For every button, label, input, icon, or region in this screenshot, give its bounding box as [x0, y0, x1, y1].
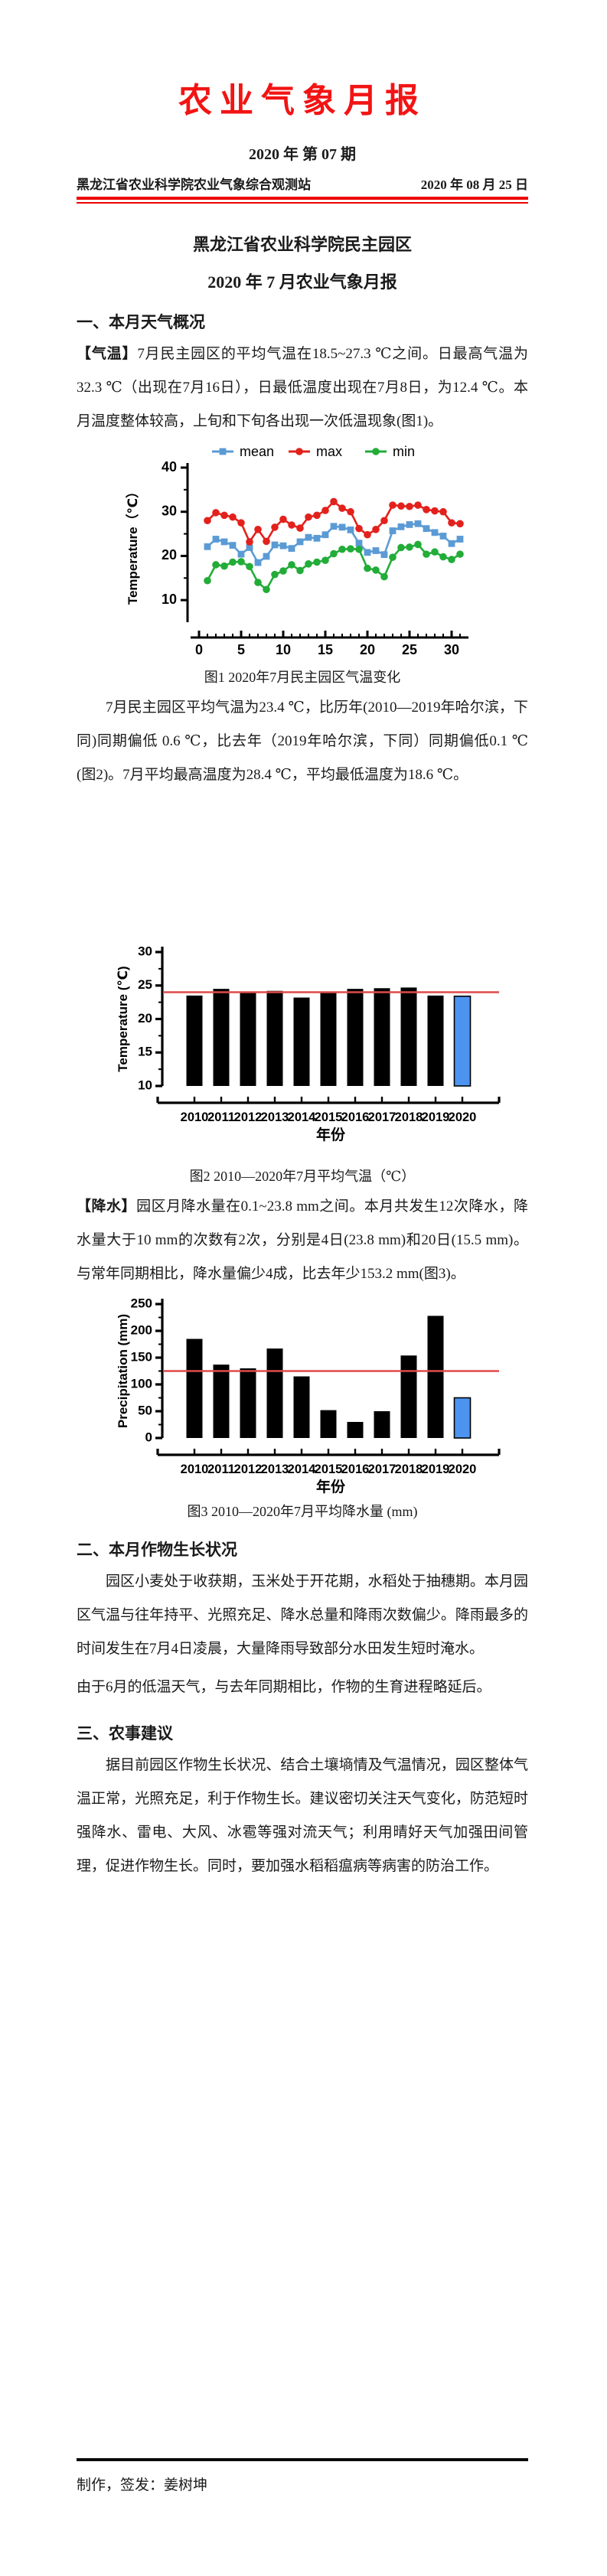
precipitation-text: 园区月降水量在0.1~23.8 mm之间。本月共发生12次降水，降水量大于10 …	[77, 1198, 528, 1282]
header-double-rule	[77, 197, 528, 204]
svg-text:2015: 2015	[315, 1462, 343, 1476]
svg-text:2017: 2017	[368, 1462, 397, 1476]
report-footer: 制作，签发：姜树坤	[77, 2458, 528, 2494]
svg-text:10: 10	[162, 592, 177, 607]
svg-text:mean: mean	[240, 444, 274, 459]
figure2-bar-chart: 10 15 20 25 30 Temperature (℃) 2010 2011 2012 201…	[55, 933, 528, 1144]
svg-text:2011: 2011	[207, 1110, 235, 1124]
svg-text:2019: 2019	[422, 1110, 450, 1124]
svg-text:5: 5	[237, 642, 245, 657]
section-2-heading: 二、本月作物生长状况	[77, 1541, 237, 1559]
svg-text:20: 20	[360, 642, 375, 657]
figure1-caption: 图1 2020年7月民主园区气温变化	[204, 670, 401, 685]
temperature-text: 7月民主园区的平均气温在18.5~27.3 ℃之间。日最高气温为32.3 ℃（出…	[77, 346, 528, 429]
footer-rule	[77, 2458, 528, 2461]
figure2-caption: 图2 2010—2020年7月平均气温（℃）	[189, 1169, 416, 1184]
svg-text:2016: 2016	[341, 1462, 370, 1476]
svg-text:年份: 年份	[316, 1126, 346, 1143]
svg-text:150: 150	[131, 1349, 152, 1364]
figure3-bar-chart: 0 50 100 150 200 250 Precipitation (mm) 2010 201…	[55, 1293, 528, 1496]
svg-text:30: 30	[138, 944, 152, 958]
svg-text:2015: 2015	[315, 1110, 343, 1124]
temperature-label: 【气温】	[77, 346, 138, 362]
svg-text:2010: 2010	[181, 1110, 209, 1124]
svg-text:100: 100	[131, 1376, 152, 1391]
section-1-heading: 一、本月天气概况	[77, 313, 205, 331]
svg-text:2013: 2013	[261, 1462, 289, 1476]
figure3-caption: 图3 2010—2020年7月平均降水量 (mm)	[187, 1504, 418, 1519]
svg-text:年份: 年份	[316, 1478, 346, 1495]
svg-text:20: 20	[138, 1011, 152, 1026]
precipitation-paragraph: 【降水】园区月降水量在0.1~23.8 mm之间。本月共发生12次降水，降水量大…	[77, 1190, 528, 1291]
figure1-line-chart: mean max min 10 20 30 40 Temperature（℃） 0 5 10 15 20…	[111, 440, 528, 664]
svg-text:15: 15	[318, 642, 333, 657]
svg-text:2019: 2019	[422, 1462, 450, 1476]
svg-text:25: 25	[138, 977, 152, 992]
issue-line: 2020 年 第 07 期	[249, 146, 356, 163]
svg-text:2011: 2011	[207, 1462, 235, 1476]
svg-text:2018: 2018	[395, 1110, 423, 1124]
masthead-title: 农业气象月报	[178, 82, 426, 119]
station-row: 黑龙江省农业科学院农业气象综合观测站 2020 年 08 月 25 日	[77, 174, 528, 193]
crop-status-continued: 由于6月的低温天气，与去年同期相比，作物的生育进程略延后。	[77, 1679, 491, 1695]
svg-text:2014: 2014	[288, 1110, 317, 1124]
svg-text:2020: 2020	[449, 1462, 477, 1476]
svg-text:max: max	[316, 444, 342, 459]
svg-text:0: 0	[195, 642, 203, 657]
crop-status-paragraph: 园区小麦处于收获期，玉米处于开花期，水稻处于抽穗期。本月园区气温与往年持平、光照…	[77, 1573, 528, 1657]
svg-text:2020: 2020	[449, 1110, 477, 1124]
svg-text:20: 20	[162, 547, 177, 562]
svg-text:min: min	[393, 444, 415, 459]
svg-text:Precipitation (mm): Precipitation (mm)	[116, 1314, 130, 1428]
svg-text:10: 10	[138, 1078, 152, 1092]
svg-text:15: 15	[138, 1045, 152, 1059]
svg-text:40: 40	[162, 459, 177, 474]
svg-text:25: 25	[402, 642, 417, 657]
section-3-heading: 三、农事建议	[77, 1724, 173, 1743]
station-name: 黑龙江省农业科学院农业气象综合观测站	[77, 178, 311, 192]
svg-text:200: 200	[131, 1322, 152, 1337]
svg-text:250: 250	[131, 1296, 152, 1310]
svg-text:2013: 2013	[261, 1110, 289, 1124]
svg-text:30: 30	[162, 503, 177, 518]
doc-title-line1: 黑龙江省农业科学院民主园区	[192, 235, 412, 254]
report-content: 农业气象月报 2020 年 第 07 期 黑龙江省农业科学院农业气象综合观测站 …	[55, 82, 528, 1874]
svg-text:Temperature (℃): Temperature (℃)	[116, 966, 130, 1071]
svg-text:2018: 2018	[395, 1462, 423, 1476]
svg-text:50: 50	[138, 1403, 152, 1417]
svg-text:0: 0	[145, 1430, 152, 1444]
footer-credit: 制作，签发：姜树坤	[77, 2477, 208, 2493]
svg-text:2012: 2012	[234, 1462, 263, 1476]
doc-title-line2: 2020 年 7 月农业气象月报	[207, 272, 397, 292]
svg-text:10: 10	[276, 642, 291, 657]
report-date: 2020 年 08 月 25 日	[420, 178, 528, 192]
svg-text:2014: 2014	[288, 1462, 317, 1476]
svg-text:Temperature（℃）: Temperature（℃）	[125, 485, 140, 605]
temperature-paragraph: 【气温】7月民主园区的平均气温在18.5~27.3 ℃之间。日最高气温为32.3…	[77, 337, 528, 439]
precipitation-label: 【降水】	[77, 1198, 137, 1215]
svg-text:30: 30	[444, 642, 459, 657]
svg-text:2012: 2012	[234, 1110, 263, 1124]
svg-text:2016: 2016	[341, 1110, 370, 1124]
advice-paragraph: 据目前园区作物生长状况、结合土壤墒情及气温情况，园区整体气温正常，光照充足，利于…	[77, 1757, 528, 1874]
temperature-summary-paragraph: 7月民主园区平均气温为23.4 ℃，比历年(2010—2019年哈尔滨，下同)同…	[77, 699, 528, 783]
svg-text:2010: 2010	[181, 1462, 209, 1476]
svg-text:2017: 2017	[368, 1110, 397, 1124]
